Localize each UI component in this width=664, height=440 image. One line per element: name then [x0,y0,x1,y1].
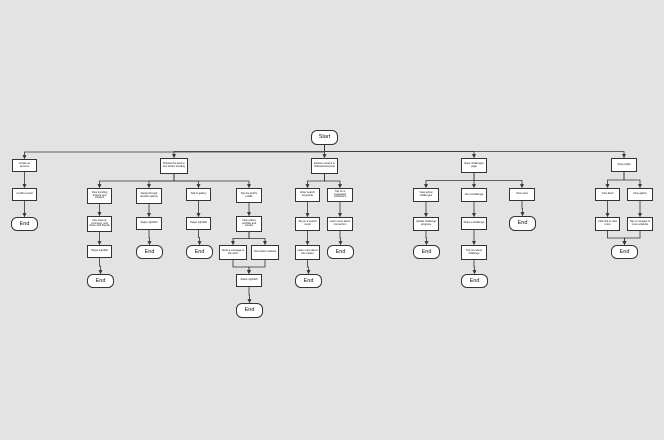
edge-b1b-to-b1c [98,258,103,275]
edge-b4d-to-b4e [247,287,252,304]
process-node-c0: Explore content in followed accounts [311,158,338,174]
edge-b4a-to-b4c [248,232,267,246]
process-node-b4c: Visit artist's website [251,245,279,260]
edge-c1b-to-c1c [306,260,311,275]
terminal-node-c1c: End [295,274,322,288]
edge-c0-to-c1 [305,174,325,189]
process-node-d3: View rules [509,188,535,201]
process-node-d1a: Update challenge progress [413,217,439,231]
process-node-e0: View profile [611,158,637,172]
process-node-a2: Confirm email [12,188,37,201]
edge-b3a-to-b3b [197,230,202,246]
terminal-node-b4e: End [236,303,263,318]
process-node-b4a: View artist's portfolio and contact [236,216,262,232]
edge-b0-to-b2 [147,174,175,189]
process-node-b3a: Swipe right/left [186,217,211,230]
process-node-e1: View liked [595,188,620,201]
process-node-c2: Tap on a suggested connection [327,188,353,202]
process-node-b1b: Swipe right/left [87,245,112,258]
terminal-node-a3: End [11,217,38,231]
process-node-d0: Enter challenges page [461,158,487,173]
process-node-b1a: Like artwork, comment, and share with fr… [87,216,112,232]
edge-b2a-to-b2b [147,230,152,246]
process-node-d2b: Tell you about challenge [461,245,487,260]
process-node-e2: View gallery [627,188,653,201]
process-node-e1a: Click link to view more [595,217,620,231]
process-node-b4: Tap the artist's profile [236,188,262,203]
process-node-c2a: Learn more about connection [327,217,353,231]
process-node-a1: Create an account [12,159,37,172]
edge-b4b-to-b4d [232,260,251,275]
terminal-node-b2b: End [136,245,163,259]
edge-b0-to-b4 [173,174,251,189]
process-node-c1: Enter search keywords [295,188,320,202]
edge-d2b-to-d2c [472,260,477,275]
terminal-node-e3: End [611,245,638,259]
process-node-b0: Browse the feed to see what's trending [160,158,188,174]
terminal-node-start: Start [311,130,338,145]
edge-b4c-to-b4d [247,260,266,275]
edge-e0-to-e1 [605,172,625,189]
process-node-d1: View active challenges [413,188,439,202]
process-node-b1: View trending artwork and creators [87,188,112,204]
edge-d1a-to-d1b [424,231,429,246]
process-node-d2: Join a challenge [461,188,487,202]
edge-start-to-b0 [172,145,325,159]
edge-b4a-to-b4b [231,232,250,246]
terminal-node-d2c: End [461,274,488,288]
process-node-c1a: Tap on a search result [295,217,320,231]
process-node-b2a: Swipe right/left [136,217,162,230]
terminal-node-b3b: End [186,245,213,259]
process-node-b4b: Send a message to the artist [219,245,247,260]
process-node-b2: Swipe through artwork options [136,188,162,204]
edge-e0-to-e2 [623,172,642,189]
terminal-node-d1b: End [413,245,440,259]
edge-d0-to-d1 [424,173,475,189]
process-node-d2a: Share a challenge [461,217,487,230]
terminal-node-b1c: End [87,274,114,288]
edge-d0-to-d3 [473,173,524,189]
process-node-e2a: Tap to navigate to more artworks [627,217,653,231]
edge-start-to-e0 [324,145,626,159]
process-node-c1b: Learn more about the creator [295,245,320,260]
terminal-node-d3a: End [509,216,536,231]
edge-e1a-to-e3 [607,231,627,246]
edge-e2a-to-e3 [622,231,641,246]
edge-c0-to-c2 [324,174,342,189]
edge-c2a-to-c2b [338,231,343,246]
edge-d3-to-d3a [520,201,525,217]
process-node-b4d: Swipe right/left [236,274,262,287]
process-node-b3: Add to gallery [186,188,211,201]
terminal-node-c2b: End [327,245,354,259]
